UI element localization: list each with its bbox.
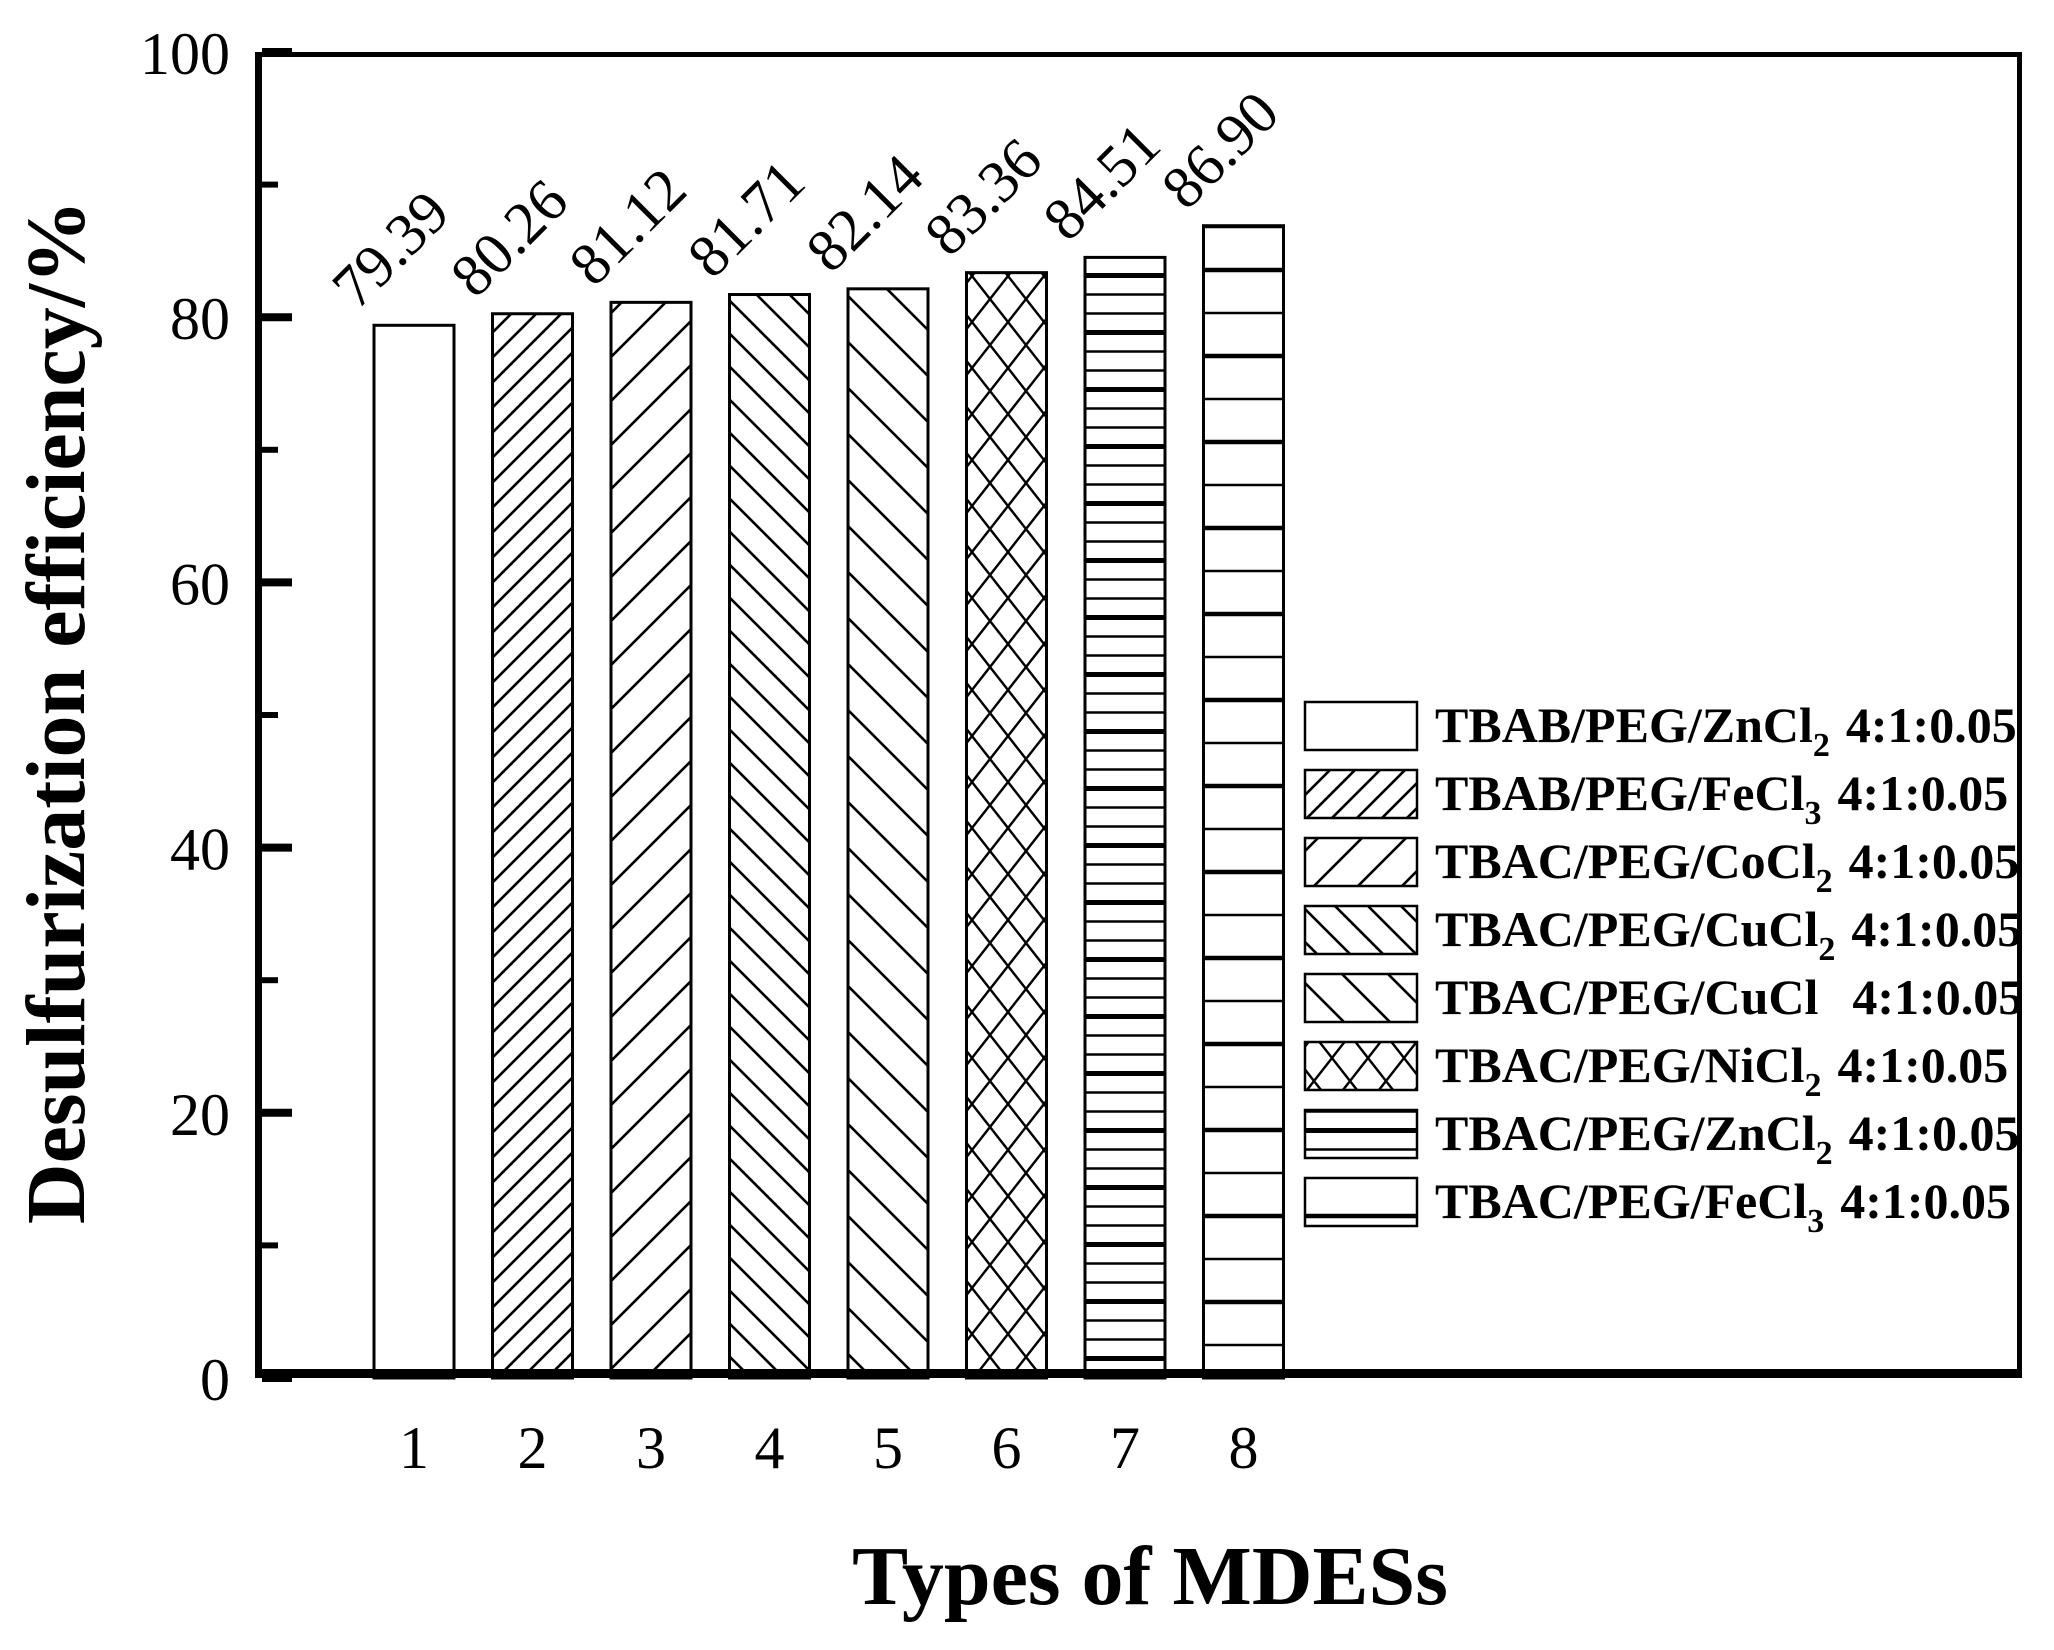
legend-label-ratio: 4:1:0.05	[1852, 969, 2023, 1025]
x-tick-label: 8	[1229, 1415, 1259, 1481]
x-axis-title: Types of MDESs	[852, 1530, 1448, 1623]
legend-row: TBAC/PEG/CuCl 4:1:0.05	[1303, 969, 2023, 1025]
x-tick-label: 4	[755, 1415, 785, 1481]
legend-label-subscript: 2	[1813, 727, 1830, 764]
y-tick-label: 0	[200, 1347, 230, 1413]
bar-value-label: 79.39	[320, 178, 462, 320]
x-tick-label: 2	[518, 1415, 548, 1481]
y-axis-title: Desulfurization efficiency/%	[10, 200, 103, 1224]
x-tick-label: 6	[992, 1415, 1022, 1481]
y-tick-label: 40	[170, 817, 230, 883]
legend-label-subscript: 2	[1816, 1135, 1833, 1172]
legend-label: TBAC/PEG/CoCl2 4:1:0.05	[1435, 833, 2019, 900]
legend-row: TBAB/PEG/FeCl3 4:1:0.05	[1303, 765, 2008, 832]
bar-value-label: 82.14	[794, 142, 936, 284]
x-tick-label: 5	[873, 1415, 903, 1481]
legend-row: TBAC/PEG/CuCl2 4:1:0.05	[1303, 901, 2022, 968]
legend-label-ratio: 4:1:0.05	[1849, 833, 2020, 889]
y-tick-label: 60	[170, 551, 230, 617]
x-tick-label: 1	[399, 1415, 429, 1481]
legend-label: TBAC/PEG/CuCl2 4:1:0.05	[1435, 901, 2022, 968]
legend-swatch-8	[1303, 1176, 1419, 1228]
legend-label: TBAB/PEG/ZnCl2 4:1:0.05	[1435, 697, 2017, 764]
legend-swatch-4	[1303, 904, 1419, 956]
bar-value-label: 80.26	[438, 167, 580, 309]
legend-row: TBAC/PEG/NiCl2 4:1:0.05	[1303, 1037, 2008, 1104]
bar-7	[1083, 255, 1167, 1380]
legend-swatch-3	[1303, 836, 1419, 888]
x-tick-label: 3	[636, 1415, 666, 1481]
bar-4	[728, 293, 811, 1380]
bar-value-label: 81.12	[557, 155, 699, 297]
bar-1	[372, 323, 456, 1380]
legend-swatch-1	[1303, 700, 1419, 752]
legend-swatch-7	[1303, 1108, 1419, 1160]
legend-row: TBAC/PEG/FeCl3 4:1:0.05	[1303, 1173, 2011, 1240]
bar-3	[609, 300, 693, 1380]
legend-label-subscript: 3	[1804, 795, 1821, 832]
legend-label: TBAC/PEG/FeCl3 4:1:0.05	[1435, 1173, 2011, 1240]
bar-value-label: 84.51	[1031, 110, 1173, 252]
legend-swatch-5	[1303, 972, 1419, 1024]
legend-label-subscript: 3	[1807, 1203, 1824, 1240]
legend-swatch-2	[1303, 768, 1419, 820]
bar-6	[965, 271, 1048, 1380]
y-axis-ticks	[262, 48, 292, 1382]
bars-group	[372, 224, 1285, 1380]
legend-label-ratio: 4:1:0.05	[1851, 901, 2022, 957]
legend-row: TBAB/PEG/ZnCl2 4:1:0.05	[1303, 697, 2017, 764]
legend-label-ratio: 4:1:0.05	[1849, 1105, 2020, 1161]
legend-label: TBAC/PEG/CuCl 4:1:0.05	[1435, 969, 2023, 1025]
legend-label-ratio: 4:1:0.05	[1846, 697, 2017, 753]
legend-label-subscript: 2	[1804, 1067, 1821, 1104]
x-axis-tick-labels: 1 2 3 4 5 6 7 8	[399, 1415, 1259, 1481]
y-tick-label: 20	[170, 1082, 230, 1148]
legend-label-ratio: 4:1:0.05	[1840, 1173, 2011, 1229]
legend-label-formula: TBAC/PEG/CuCl	[1435, 901, 1819, 957]
legend-label-formula: TBAC/PEG/ZnCl	[1435, 1105, 1816, 1161]
y-tick-label: 100	[140, 21, 230, 87]
legend-label-subscript: 2	[1816, 863, 1833, 900]
bar-8	[1202, 224, 1285, 1380]
y-tick-label: 80	[170, 286, 230, 352]
bar-2	[491, 312, 574, 1380]
bar-value-label: 83.36	[912, 126, 1054, 268]
legend-label-formula: TBAC/PEG/CoCl	[1435, 833, 1816, 889]
legend-row: TBAC/PEG/ZnCl2 4:1:0.05	[1303, 1105, 2019, 1172]
legend-label-ratio: 4:1:0.05	[1837, 765, 2008, 821]
y-axis-tick-labels: 0 20 40 60 80 100	[140, 21, 230, 1413]
legend-label: TBAC/PEG/NiCl2 4:1:0.05	[1435, 1037, 2008, 1104]
legend-label-formula: TBAC/PEG/FeCl	[1435, 1173, 1807, 1229]
bar-value-label: 81.71	[675, 148, 817, 290]
legend-row: TBAC/PEG/CoCl2 4:1:0.05	[1303, 833, 2019, 900]
bar-5	[846, 287, 930, 1380]
bar-value-label: 86.90	[1149, 79, 1291, 221]
legend-label: TBAB/PEG/FeCl3 4:1:0.05	[1435, 765, 2008, 832]
legend-label: TBAC/PEG/ZnCl2 4:1:0.05	[1435, 1105, 2019, 1172]
legend-label-formula: TBAB/PEG/ZnCl	[1435, 697, 1813, 753]
x-tick-label: 7	[1110, 1415, 1140, 1481]
legend-label-ratio: 4:1:0.05	[1837, 1037, 2008, 1093]
legend-label-formula: TBAC/PEG/CuCl	[1435, 969, 1819, 1025]
legend-label-subscript: 2	[1818, 931, 1835, 968]
legend-label-formula: TBAC/PEG/NiCl	[1435, 1037, 1805, 1093]
legend-swatch-6	[1303, 1040, 1419, 1092]
legend-label-formula: TBAB/PEG/FeCl	[1435, 765, 1805, 821]
